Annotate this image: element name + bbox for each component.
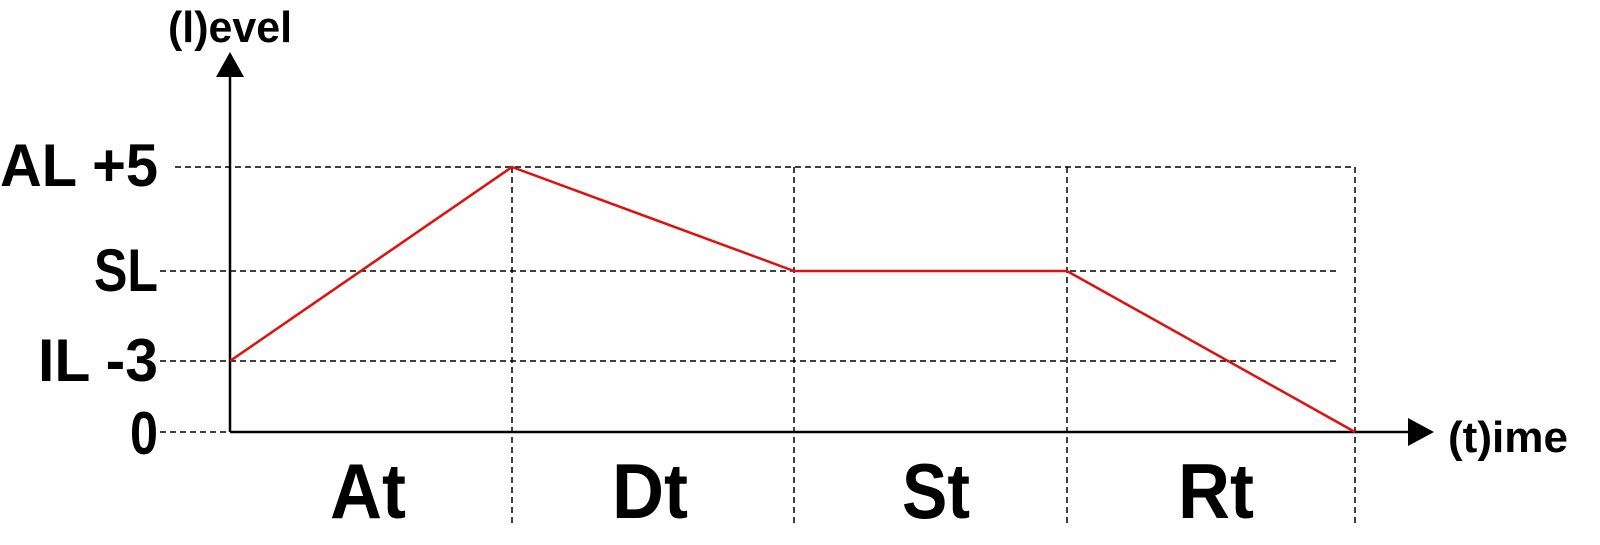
phase-label: St	[902, 447, 970, 535]
phase-label: Rt	[1178, 447, 1254, 535]
y-axis-label: (l)evel	[168, 3, 292, 52]
level-label: IL -3	[38, 327, 158, 394]
x-axis-label: (t)ime	[1448, 413, 1568, 462]
level-label: 0	[130, 400, 158, 467]
guides	[160, 166, 1356, 525]
phase-label: At	[330, 447, 406, 535]
level-label: AL +5	[0, 132, 158, 199]
x-arrow	[1408, 418, 1434, 446]
y-arrow	[216, 52, 244, 77]
level-label: SL	[94, 237, 158, 304]
envelope	[229, 165, 1356, 434]
phase-label: Dt	[612, 447, 688, 535]
